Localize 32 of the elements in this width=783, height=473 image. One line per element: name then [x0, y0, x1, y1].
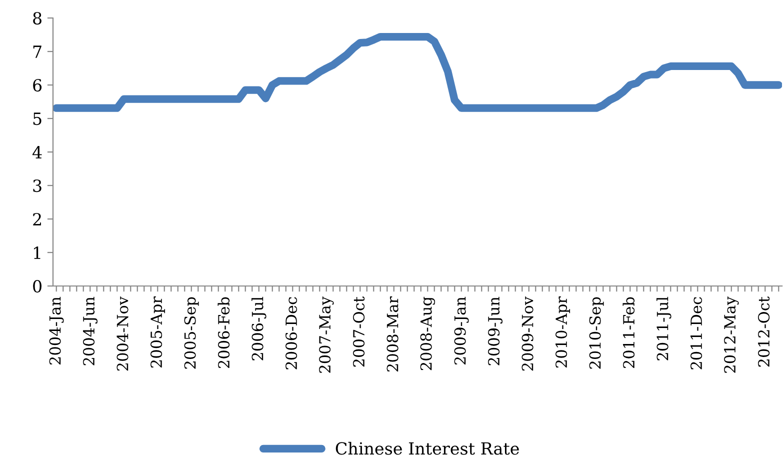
x-tick-label: 2004-Jun — [83, 296, 98, 366]
x-tick-label: 2005-Apr — [150, 296, 166, 368]
x-tick-label: 2004-Jan — [49, 296, 64, 364]
x-tick-label: 2012-May — [724, 296, 739, 373]
y-tick-label: 0 — [33, 280, 42, 293]
x-tick-label: 2008-Mar — [386, 296, 398, 372]
x-tick-label: 2009-Jan — [454, 296, 469, 364]
x-tick-label: 2006-Jul — [251, 296, 266, 360]
y-tick-label: 8 — [33, 12, 42, 25]
x-tick-label: 2010-Apr — [556, 296, 570, 368]
y-tick-label: 6 — [33, 78, 42, 92]
x-tick-label: 2008-Aug — [420, 296, 436, 370]
y-tick-label: 2 — [33, 212, 41, 226]
x-tick-label: 2011-Feb — [622, 297, 635, 368]
x-tick-label: 2009-Jun — [488, 296, 503, 366]
x-tick-label: 2007-Oct — [353, 296, 365, 367]
x-tick-label: 2009-Nov — [522, 296, 534, 371]
y-tick-label: 5 — [33, 112, 42, 126]
y-tick-label: 1 — [34, 246, 40, 259]
x-tick-label: 2007-May — [319, 296, 334, 373]
x-tick-label: 2012-Oct — [758, 296, 770, 367]
legend-label: Chinese Interest Rate — [336, 442, 519, 455]
x-tick-label: 2011-Dec — [690, 297, 702, 370]
y-tick-label: 7 — [33, 46, 42, 58]
x-tick-label: 2010-Sep — [589, 297, 604, 369]
x-tick-label: 2011-Jul — [656, 296, 672, 360]
y-tick-label: 3 — [33, 179, 42, 192]
x-tick-label: 2006-Dec — [286, 297, 298, 370]
x-tick-label: 2006-Feb — [218, 297, 230, 368]
y-tick-label: 4 — [32, 146, 42, 158]
x-tick-label: 2004-Nov — [116, 296, 128, 371]
x-tick-label: 2005-Sep — [184, 297, 199, 369]
